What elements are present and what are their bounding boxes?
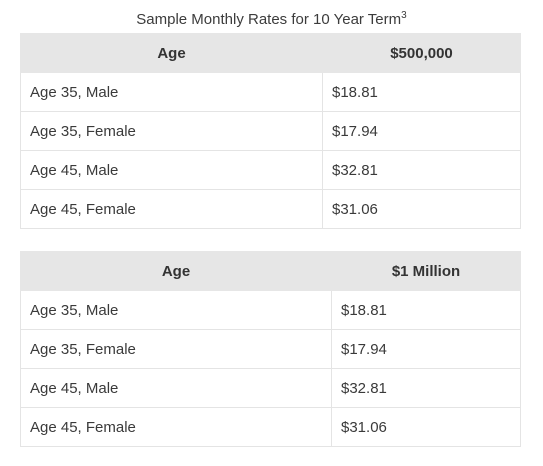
age-column-header: Age [20, 251, 332, 291]
age-cell: Age 35, Male [20, 290, 332, 330]
age-cell: Age 35, Female [20, 329, 332, 369]
age-cell: Age 45, Male [20, 368, 332, 408]
age-cell: Age 35, Male [20, 72, 323, 112]
coverage-column-header: $1 Million [331, 251, 521, 291]
age-cell: Age 35, Female [20, 111, 323, 151]
coverage-column-header: $500,000 [322, 33, 521, 73]
rate-cell: $17.94 [331, 329, 521, 369]
table-row: Age 45, Female $31.06 [20, 407, 521, 447]
table-caption: Sample Monthly Rates for 10 Year Term3 [0, 10, 543, 30]
rates-table-1m: Age $1 Million Age 35, Male $18.81 Age 3… [20, 251, 521, 447]
age-cell: Age 45, Male [20, 150, 323, 190]
table-row: Age 35, Female $17.94 [20, 329, 521, 369]
rate-cell: $32.81 [322, 150, 521, 190]
table-row: Age 45, Male $32.81 [20, 150, 521, 190]
table-row: Age 35, Female $17.94 [20, 111, 521, 151]
table-row: Age 35, Male $18.81 [20, 290, 521, 330]
rate-cell: $31.06 [331, 407, 521, 447]
age-column-header: Age [20, 33, 323, 73]
table-header-row: Age $1 Million [20, 251, 521, 291]
rate-cell: $18.81 [331, 290, 521, 330]
rate-cell: $18.81 [322, 72, 521, 112]
rate-cell: $17.94 [322, 111, 521, 151]
footnote-marker: 3 [401, 10, 407, 21]
rate-cell: $31.06 [322, 189, 521, 229]
table-row: Age 45, Male $32.81 [20, 368, 521, 408]
rates-table-500k: Age $500,000 Age 35, Male $18.81 Age 35,… [20, 33, 521, 229]
age-cell: Age 45, Female [20, 407, 332, 447]
rate-cell: $32.81 [331, 368, 521, 408]
table-row: Age 35, Male $18.81 [20, 72, 521, 112]
caption-text: Sample Monthly Rates for 10 Year Term [136, 11, 402, 28]
table-header-row: Age $500,000 [20, 33, 521, 73]
age-cell: Age 45, Female [20, 189, 323, 229]
table-row: Age 45, Female $31.06 [20, 189, 521, 229]
